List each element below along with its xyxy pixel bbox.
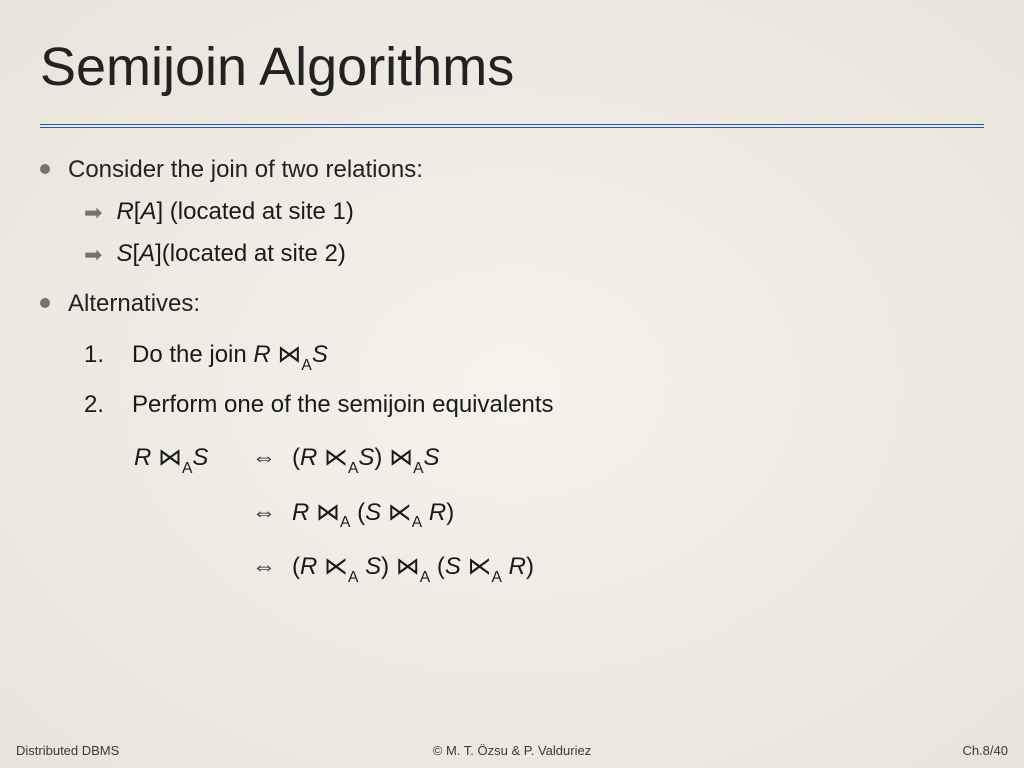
number-label: 1. [84,341,132,369]
equiv-row: ⇔ R ⋈A (S ⋉A R) [134,498,984,531]
iff-icon: ⇔ [252,553,292,581]
arrow-icon: ➡ [84,200,102,226]
equiv-rhs: (R ⋉AS) ⋈AS [292,443,440,476]
arrow-item: ➡ S[A](located at site 2) [84,240,984,268]
iff-icon: ⇔ [252,444,292,472]
footer-left: Distributed DBMS [16,743,119,758]
bullet-dot-icon [40,164,50,174]
equiv-rhs: (R ⋉A S) ⋈A (S ⋉A R) [292,552,534,585]
slide-title: Semijoin Algorithms [40,36,984,98]
arrow-icon: ➡ [84,242,102,268]
number-label: 2. [84,391,132,419]
footer-right: Ch.8/40 [962,743,1008,758]
bullet-item: Alternatives: [40,290,984,318]
numbered-item: 2. Perform one of the semijoin equivalen… [84,391,984,419]
iff-icon: ⇔ [252,499,292,527]
equiv-lhs: R ⋈AS [134,443,252,476]
slide-footer: Distributed DBMS © M. T. Özsu & P. Valdu… [0,743,1024,758]
title-rule [40,124,984,128]
numbered-text: Do the join R ⋈AS [132,340,328,373]
equiv-row: R ⋈AS ⇔ (R ⋉AS) ⋈AS [134,443,984,476]
numbered-item: 1. Do the join R ⋈AS [84,340,984,373]
bullet-dot-icon [40,298,50,308]
bullet-text: Alternatives: [68,290,200,318]
arrow-item: ➡ R[A] (located at site 1) [84,198,984,226]
arrow-text: R[A] (located at site 1) [116,198,353,226]
equivalence-block: R ⋈AS ⇔ (R ⋉AS) ⋈AS ⇔ R ⋈A (S ⋉A R) ⇔ (R… [134,443,984,585]
bullet-item: Consider the join of two relations: [40,156,984,184]
equiv-row: ⇔ (R ⋉A S) ⋈A (S ⋉A R) [134,552,984,585]
bullet-text: Consider the join of two relations: [68,156,423,184]
arrow-text: S[A](located at site 2) [116,240,345,268]
equiv-rhs: R ⋈A (S ⋉A R) [292,498,454,531]
footer-center: © M. T. Özsu & P. Valduriez [0,743,1024,758]
numbered-text: Perform one of the semijoin equivalents [132,391,554,419]
